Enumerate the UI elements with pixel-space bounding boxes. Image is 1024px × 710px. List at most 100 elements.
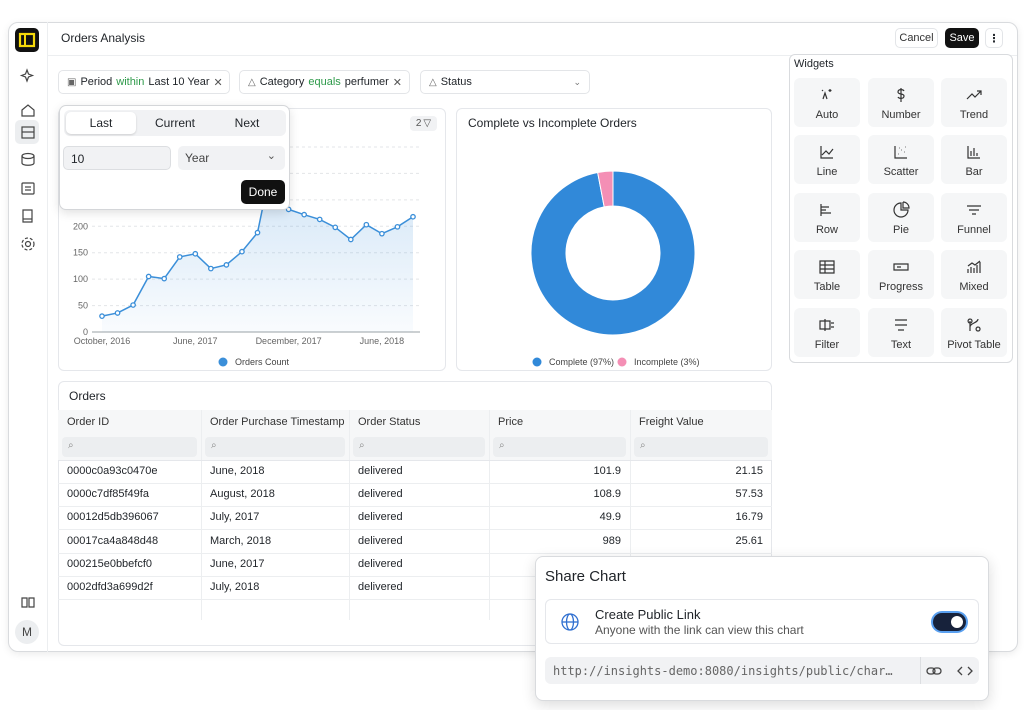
filter-field: Status [440, 76, 472, 88]
column-search[interactable]: ⌕ [62, 437, 197, 457]
search-icon: ⌕ [211, 440, 217, 451]
table-cell: delivered [358, 557, 403, 570]
point [301, 211, 307, 218]
x-tick-label: June, 2017 [173, 336, 218, 346]
search-icon: ⌕ [68, 440, 74, 451]
tab[interactable]: Next [234, 116, 260, 130]
option-title: Create Public Link [595, 607, 701, 622]
widget-button[interactable]: Trend [941, 78, 1007, 127]
widget-label: Text [890, 339, 912, 351]
widget-icon [895, 319, 907, 331]
icon-path [820, 146, 834, 159]
column-search[interactable]: ⌕ [353, 437, 485, 457]
column-header: Freight Value [639, 416, 704, 428]
point [394, 223, 401, 230]
widget-button[interactable]: Text [868, 308, 934, 357]
table-cell: 101.9 [593, 465, 621, 477]
toggle[interactable] [933, 613, 966, 631]
column-header: Price [498, 416, 524, 428]
icon-path [819, 260, 835, 274]
column-header: Order Purchase Timestamp [210, 416, 345, 428]
widget-button[interactable]: Mixed [941, 250, 1007, 299]
table-cell: 00012d5db396067 [67, 511, 159, 524]
sidebar [8, 22, 48, 652]
url-actions[interactable] [925, 662, 975, 680]
remove-icon[interactable]: ✕ [213, 76, 223, 89]
table-cell: 108.9 [593, 488, 621, 501]
point [363, 221, 370, 228]
widget-button[interactable]: Funnel [941, 193, 1007, 242]
more-button[interactable]: ⋮ [985, 28, 1003, 48]
table-cell: 0000c0a93c0470e [67, 465, 158, 477]
tab-selected[interactable]: Last [66, 112, 136, 134]
widget-icon [893, 201, 910, 218]
point [99, 313, 105, 319]
docs-icon[interactable] [8, 592, 48, 612]
tab[interactable]: Current [154, 116, 195, 130]
row-divider [58, 552, 772, 554]
widget-label: Pie [893, 224, 909, 236]
table-cell: 989 [602, 534, 621, 547]
y-tick-label: 0 [83, 327, 88, 337]
column-divider [349, 410, 350, 620]
icon-path [894, 146, 907, 159]
save-button[interactable]: Save [945, 28, 979, 48]
filter-badge[interactable]: 2 ▽ [410, 116, 437, 131]
widget-button[interactable]: Pie [868, 193, 934, 242]
x-tick-label: June, 2018 [360, 336, 405, 346]
widget-label: Line [816, 166, 838, 178]
widget-button[interactable]: Auto [794, 78, 860, 127]
column-search[interactable]: ⌕ [205, 437, 345, 457]
widget-button[interactable]: Bar [941, 135, 1007, 184]
cancel-button[interactable]: Cancel [895, 28, 938, 48]
toggle-knob [951, 616, 963, 628]
widget-grid: Auto Number Trend Line Scatter Bar Row Pie Funne… [789, 54, 1013, 363]
filter-chip[interactable]: △ Category equals perfumer ✕ [239, 70, 410, 94]
filter-chip[interactable]: ▣ Period within Last 10 Year ✕ [58, 70, 230, 94]
logo [15, 28, 39, 52]
nav-icons[interactable] [8, 60, 48, 260]
widget-button[interactable]: Number [868, 78, 934, 127]
icon-path [967, 260, 981, 273]
widget-button[interactable]: Line [794, 135, 860, 184]
widget-button[interactable]: Progress [868, 250, 934, 299]
point [347, 236, 354, 243]
legend-swatch [218, 357, 228, 367]
unit-select[interactable]: Year ⌄ [178, 146, 285, 170]
unit-value: Year [185, 151, 210, 165]
widget-icon [897, 88, 905, 102]
widget-label: Trend [959, 109, 989, 121]
widget-button[interactable]: Row [794, 193, 860, 242]
chevron-icon: ⌄ [573, 76, 581, 87]
widget-label: Scatter [883, 166, 919, 178]
avatar[interactable]: M [15, 620, 39, 644]
remove-icon[interactable]: ✕ [392, 76, 403, 89]
table-cell: 16.79 [735, 511, 763, 524]
done-button[interactable]: Done [241, 180, 285, 204]
column-search[interactable]: ⌕ [634, 437, 768, 457]
icon-path [893, 201, 910, 218]
row-divider [58, 575, 772, 577]
search-icon: ⌕ [359, 440, 365, 451]
option-description: Anyone with the link can view this chart [595, 623, 804, 637]
column-search[interactable]: ⌕ [493, 437, 626, 457]
table-cell: March, 2018 [210, 534, 272, 547]
widget-button[interactable]: Scatter [868, 135, 934, 184]
amount-input[interactable]: 10 [63, 146, 171, 170]
filter-chip[interactable]: △ Status ⌄ [420, 70, 590, 94]
filter-field: Category [259, 76, 305, 88]
filter-value: perfumer [344, 76, 389, 88]
orders-table: Order ID ⌕ Order Purchase Timestamp ⌕ Order … [58, 410, 772, 646]
table-cell: 49.9 [599, 511, 621, 524]
widget-button[interactable]: Filter [794, 308, 860, 357]
table-cell: delivered [358, 534, 403, 547]
divider [920, 657, 921, 684]
widget-button[interactable]: Pivot Table [941, 308, 1007, 357]
table-cell: delivered [358, 465, 403, 477]
y-tick-label: 150 [73, 248, 88, 258]
table-cell: 0000c7df85f49fa [67, 488, 149, 501]
column-header: Order ID [67, 416, 110, 428]
widget-button[interactable]: Table [794, 250, 860, 299]
logo-icon [18, 32, 36, 48]
widget-label: Progress [878, 281, 924, 293]
